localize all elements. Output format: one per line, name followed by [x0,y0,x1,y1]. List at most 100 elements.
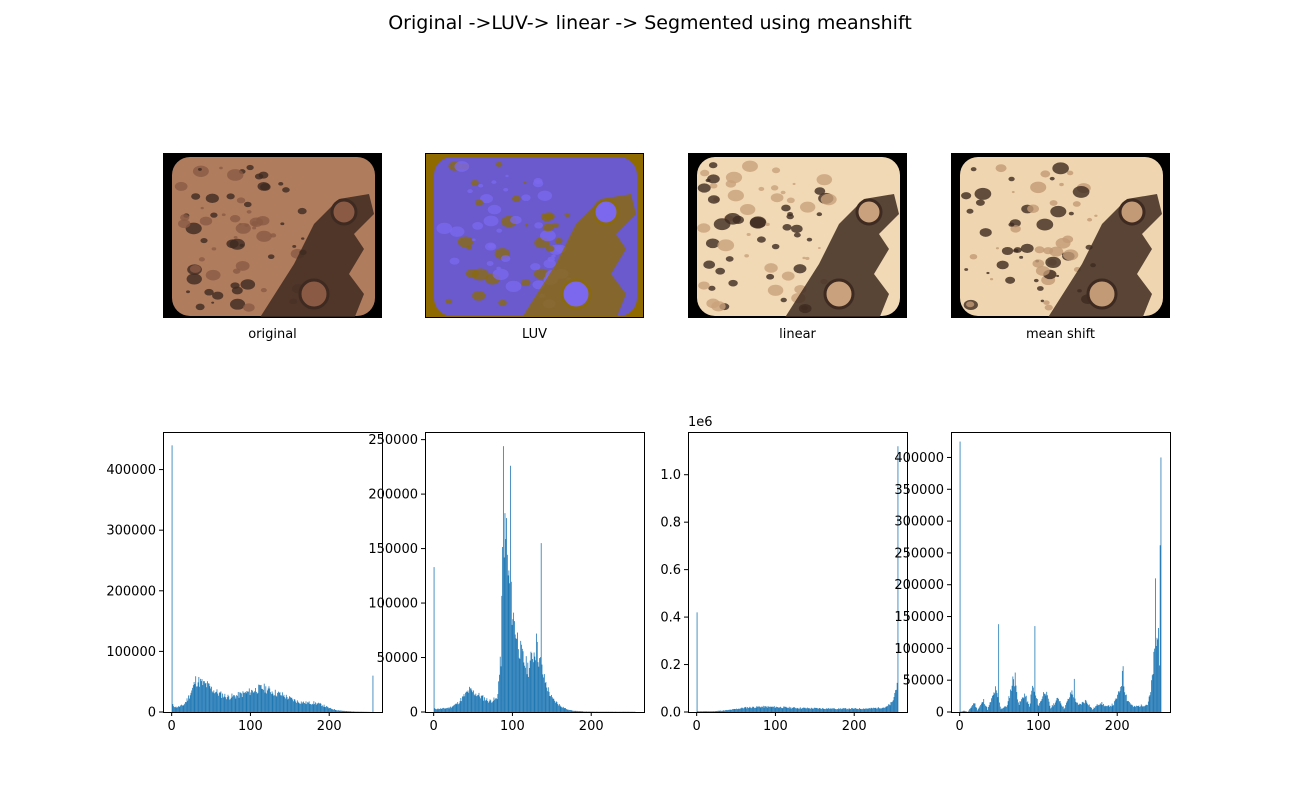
hist-bar [171,445,173,712]
hist-bar [348,711,349,712]
hist-bar [582,711,584,712]
y-offset-label: 1e6 [688,415,713,430]
axes-frame [688,432,908,713]
hist-bar [203,681,204,712]
hist-bar [1073,697,1074,712]
hist-bar [880,708,882,712]
hist-bar [888,704,890,712]
hist-bar [183,704,185,712]
rock [771,243,780,250]
hist-bar [996,693,998,712]
hist-bar [472,692,474,712]
rock [454,161,470,172]
hist-bar [984,704,985,712]
hist-bar [261,688,263,712]
rock [966,301,975,308]
x-tick-label: 0 [693,719,701,734]
hist-bar [304,703,305,712]
hist-bar [840,709,842,712]
hist-bar [786,707,788,712]
hist-bar [438,709,440,712]
hist-bar [1077,704,1079,712]
hist-bar [566,709,567,712]
hist-bar [468,692,470,712]
hist-bar [568,710,570,712]
hist-bar [842,708,844,712]
hist-bar [1122,666,1124,712]
rock [792,182,796,186]
rock [986,271,990,275]
hist-bar [798,708,800,712]
hist-bar [791,707,793,712]
hist-bar [270,694,272,712]
hist-bar [550,696,552,712]
rock [793,232,801,238]
hist-bar [553,698,555,712]
rock [542,223,554,232]
hist-bar [191,690,193,712]
hist-bar [1009,698,1011,712]
hist-bar [874,708,876,712]
hist-bar [333,709,334,712]
rock [966,208,974,214]
hist-bar [442,708,444,712]
hist-bar [264,692,266,712]
hist-bar [325,707,327,712]
hist-bar [765,706,767,712]
hist-bar [296,702,297,712]
rock [1008,176,1015,182]
hist-bar [1011,685,1013,712]
hist-bar [225,697,227,712]
hist-bar [978,707,980,712]
axes-frame [951,432,1171,713]
hist-bar [987,709,989,712]
hist-bar [1058,701,1060,712]
hist-bar [972,705,974,712]
hist-bar [764,706,766,712]
hist-bar [1111,703,1113,712]
hist-bar [1080,704,1081,712]
hist-bar [728,709,729,712]
hist-bar [754,708,755,712]
hist-bar [283,694,285,712]
hist-bar [1074,698,1076,712]
hist-bar [320,703,322,712]
hist-bar [469,688,471,712]
hist-bar [1136,705,1138,712]
rock [480,194,493,204]
rock [780,190,786,195]
hist-bar [1119,690,1121,712]
hist-bar [1061,705,1063,712]
hist-bar [518,657,520,712]
hist-bar [729,709,731,712]
rock [503,187,509,192]
hist-bar [508,570,510,712]
rock [198,257,205,262]
y-tick-label: 0 [410,706,418,721]
hist-bar [804,707,806,712]
hist-bar [573,710,574,712]
hist-bar [476,696,477,712]
hist-bar [776,706,778,712]
rock [204,288,214,296]
hist-bar [1151,680,1152,712]
hist-bar [470,688,472,712]
hist-bar [307,702,309,712]
hist-bar [341,710,343,712]
rock [520,279,531,287]
hist-bar [813,708,815,712]
rock [471,238,476,242]
hist-bar [296,700,298,712]
hist-bar [484,700,486,712]
hist-bar [803,707,804,712]
hist-bar [857,708,859,712]
hist-bar [1043,692,1044,712]
hist-bar [276,696,278,712]
rock [186,273,202,285]
hist-bar [446,708,448,712]
hist-bar [536,641,538,712]
hist-bar [540,657,541,712]
hist-bar [806,707,808,712]
hist-bar [448,707,450,712]
hist-bar [462,696,463,712]
